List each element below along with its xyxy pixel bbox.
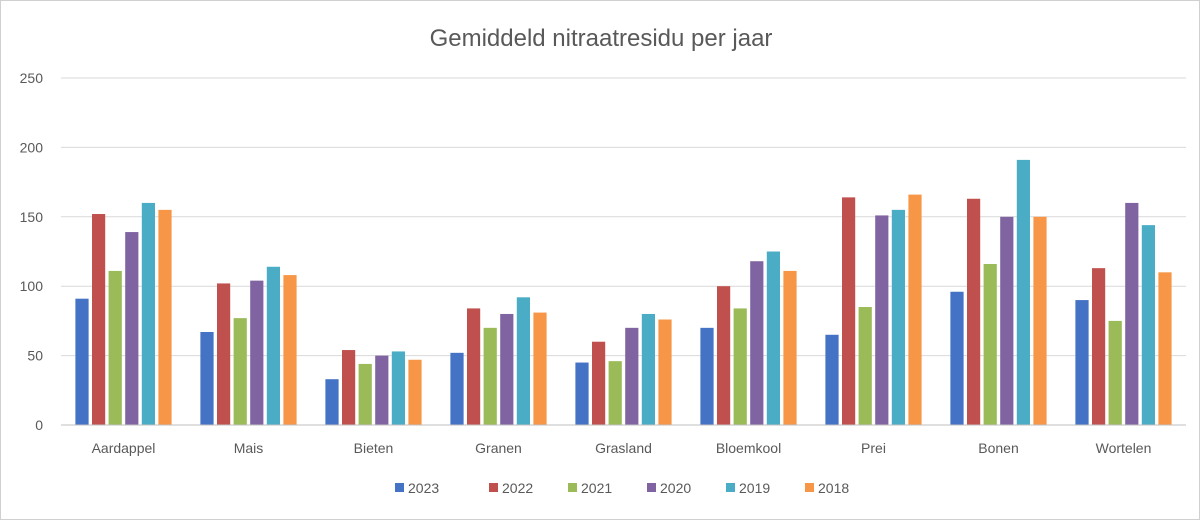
bar-2022 xyxy=(467,308,481,425)
bar-2023 xyxy=(75,298,89,425)
bar-2022 xyxy=(1092,268,1106,425)
bar-2022 xyxy=(92,214,106,425)
bar-2023 xyxy=(325,379,339,425)
bar-2018 xyxy=(1033,216,1047,425)
bar-2023 xyxy=(575,362,589,425)
y-tick-label: 150 xyxy=(20,209,44,225)
y-tick-label: 200 xyxy=(20,139,44,155)
bar-2019 xyxy=(391,351,405,425)
bar-2018 xyxy=(783,270,797,425)
bar-2023 xyxy=(1075,300,1089,425)
x-axis-categories: Aardappel Mais Bieten Granen Grasland Bloemko… xyxy=(92,440,1152,456)
bar-2021 xyxy=(733,308,747,425)
bar-2020 xyxy=(750,261,764,425)
bar-2020 xyxy=(375,355,389,425)
y-tick-label: 0 xyxy=(35,417,43,433)
legend-swatch xyxy=(395,483,404,492)
bar-2019 xyxy=(641,313,655,425)
bar-2019 xyxy=(1141,225,1155,425)
chart-title: Gemiddeld nitraatresidu per jaar xyxy=(430,25,773,52)
bar-2021 xyxy=(608,361,622,425)
legend-item-2022: 2022 xyxy=(489,480,533,496)
bar-2021 xyxy=(1108,320,1122,425)
bar-2018 xyxy=(283,275,297,425)
bar-2018 xyxy=(158,209,172,425)
x-category-label: Bloemkool xyxy=(716,440,781,456)
bar-2018 xyxy=(408,359,422,425)
legend-label: 2021 xyxy=(581,480,612,496)
legend-item-2021: 2021 xyxy=(568,480,612,496)
legend-swatch xyxy=(647,483,656,492)
x-category-label: Bieten xyxy=(354,440,394,456)
bar-2023 xyxy=(200,332,214,425)
bar-2022 xyxy=(717,286,731,425)
legend-label: 2020 xyxy=(660,480,691,496)
bar-2021 xyxy=(233,318,247,425)
bar-2020 xyxy=(125,232,139,425)
bar-2023 xyxy=(700,327,714,425)
bar-2022 xyxy=(842,197,856,425)
bar-2021 xyxy=(483,327,497,425)
bar-2019 xyxy=(141,202,155,425)
bar-2022 xyxy=(217,283,231,425)
legend-label: 2018 xyxy=(818,480,849,496)
x-category-label: Bonen xyxy=(978,440,1018,456)
legend-swatch xyxy=(568,483,577,492)
bar-2019 xyxy=(516,297,530,425)
x-category-label: Wortelen xyxy=(1096,440,1152,456)
bar-2019 xyxy=(766,251,780,425)
x-category-label: Aardappel xyxy=(92,440,156,456)
bar-2019 xyxy=(891,209,905,425)
legend-label: 2023 xyxy=(408,480,439,496)
legend-label: 2019 xyxy=(739,480,770,496)
y-axis-ticks: 0 50 100 150 200 250 xyxy=(20,70,44,433)
x-category-label: Grasland xyxy=(595,440,652,456)
legend-swatch xyxy=(489,483,498,492)
bar-2018 xyxy=(533,312,547,425)
y-tick-label: 250 xyxy=(20,70,44,86)
y-tick-label: 50 xyxy=(27,348,43,364)
bar-2023 xyxy=(825,334,839,425)
bar-2021 xyxy=(108,270,122,425)
bars xyxy=(75,159,1172,425)
y-tick-label: 100 xyxy=(20,278,44,294)
bar-2020 xyxy=(1000,216,1014,425)
bar-2020 xyxy=(875,215,889,425)
bar-2023 xyxy=(950,291,964,425)
legend-item-2018: 2018 xyxy=(805,480,849,496)
gridlines xyxy=(61,77,1186,357)
legend-swatch xyxy=(805,483,814,492)
bar-2020 xyxy=(625,327,639,425)
bar-2021 xyxy=(858,307,872,425)
bar-2022 xyxy=(967,198,981,425)
bar-2023 xyxy=(450,352,464,425)
legend: 2023 2022 2021 2020 2019 2018 xyxy=(395,480,849,496)
bar-2021 xyxy=(983,263,997,425)
x-category-label: Prei xyxy=(861,440,886,456)
legend-label: 2022 xyxy=(502,480,533,496)
legend-item-2020: 2020 xyxy=(647,480,691,496)
bar-2018 xyxy=(1158,272,1172,425)
bar-2018 xyxy=(908,194,922,425)
bar-2018 xyxy=(658,319,672,425)
legend-item-2023: 2023 xyxy=(395,480,439,496)
bar-2022 xyxy=(342,350,356,425)
bar-2021 xyxy=(358,363,372,425)
legend-swatch xyxy=(726,483,735,492)
bar-2019 xyxy=(266,266,280,425)
legend-item-2019: 2019 xyxy=(726,480,770,496)
bar-2020 xyxy=(1125,202,1139,425)
x-category-label: Granen xyxy=(475,440,522,456)
bar-2019 xyxy=(1016,159,1030,425)
bar-2020 xyxy=(250,280,264,425)
bar-2020 xyxy=(500,313,514,425)
bar-2022 xyxy=(592,341,606,425)
x-category-label: Mais xyxy=(234,440,264,456)
